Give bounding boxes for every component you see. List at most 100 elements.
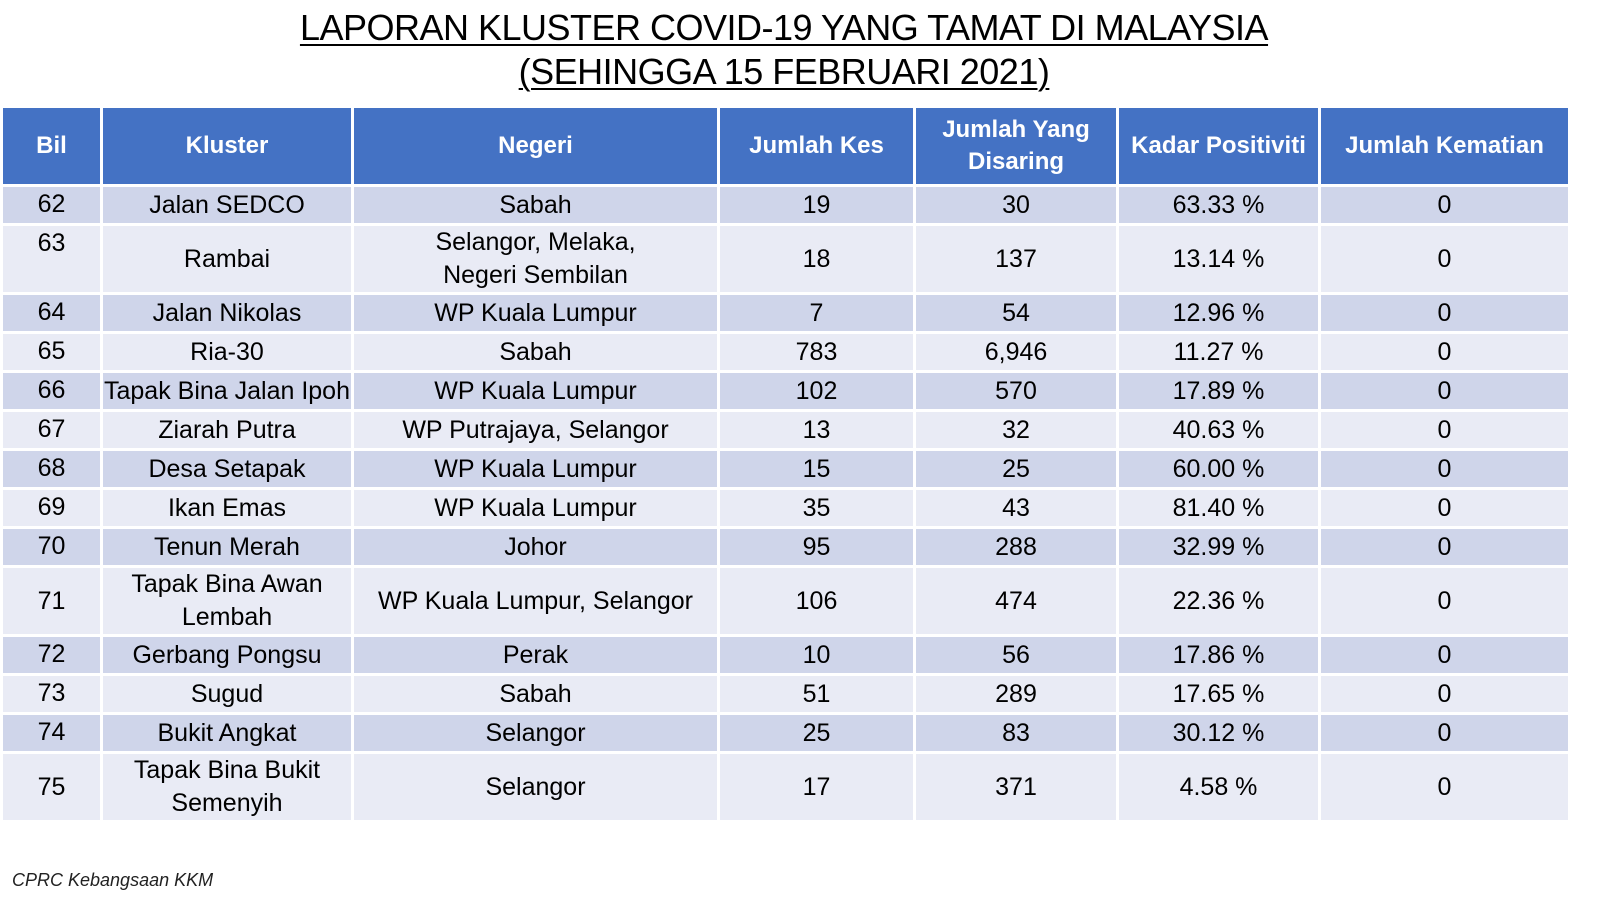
cell-kadar-positiviti: 17.89 % xyxy=(1116,370,1321,412)
cell-jumlah-kes: 95 xyxy=(717,526,916,568)
cell-negeri: Selangor xyxy=(351,751,720,823)
cell-jumlah-kes: 18 xyxy=(717,223,916,295)
cell-kluster: Gerbang Pongsu xyxy=(100,634,354,676)
cell-jumlah-disaring: 570 xyxy=(913,370,1119,412)
cell-jumlah-kematian: 0 xyxy=(1318,370,1571,412)
cell-jumlah-kematian: 0 xyxy=(1318,712,1571,754)
cell-jumlah-kes: 17 xyxy=(717,751,916,823)
table-row: 63 Rambai Selangor, Melaka, Negeri Sembi… xyxy=(0,223,1571,295)
cell-negeri: Sabah xyxy=(351,673,720,715)
cell-jumlah-disaring: 43 xyxy=(913,487,1119,529)
title-line-1: LAPORAN KLUSTER COVID-19 YANG TAMAT DI M… xyxy=(299,7,1269,48)
cell-kluster: Tapak Bina Awan Lembah xyxy=(100,565,354,637)
cell-kluster: Sugud xyxy=(100,673,354,715)
cell-kluster: Tapak Bina Jalan Ipoh xyxy=(100,370,354,412)
cell-kadar-positiviti: 17.65 % xyxy=(1116,673,1321,715)
cell-bil: 62 xyxy=(0,184,103,226)
cell-kadar-positiviti: 4.58 % xyxy=(1116,751,1321,823)
cell-kadar-positiviti: 12.96 % xyxy=(1116,292,1321,334)
table-row: 70 Tenun Merah Johor 95 288 32.99 % 0 xyxy=(0,526,1571,568)
cell-jumlah-kematian: 0 xyxy=(1318,634,1571,676)
cell-jumlah-kes: 19 xyxy=(717,184,916,226)
cluster-table: Bil Kluster Negeri Jumlah Kes Jumlah Yan… xyxy=(0,105,1571,823)
cell-negeri: Selangor xyxy=(351,712,720,754)
cell-bil: 73 xyxy=(0,673,103,715)
cell-kluster: Ria-30 xyxy=(100,331,354,373)
table-row: 73 Sugud Sabah 51 289 17.65 % 0 xyxy=(0,673,1571,715)
cell-kadar-positiviti: 60.00 % xyxy=(1116,448,1321,490)
cell-negeri: WP Kuala Lumpur xyxy=(351,370,720,412)
cell-jumlah-kes: 783 xyxy=(717,331,916,373)
table-row: 69 Ikan Emas WP Kuala Lumpur 35 43 81.40… xyxy=(0,487,1571,529)
cell-kluster: Desa Setapak xyxy=(100,448,354,490)
cell-jumlah-kematian: 0 xyxy=(1318,487,1571,529)
source-footer: CPRC Kebangsaan KKM xyxy=(12,870,214,890)
cell-jumlah-disaring: 289 xyxy=(913,673,1119,715)
table-row: 66 Tapak Bina Jalan Ipoh WP Kuala Lumpur… xyxy=(0,370,1571,412)
cell-jumlah-kes: 25 xyxy=(717,712,916,754)
table-row: 72 Gerbang Pongsu Perak 10 56 17.86 % 0 xyxy=(0,634,1571,676)
cell-jumlah-kes: 106 xyxy=(717,565,916,637)
cell-kadar-positiviti: 63.33 % xyxy=(1116,184,1321,226)
cell-jumlah-disaring: 371 xyxy=(913,751,1119,823)
cell-jumlah-kematian: 0 xyxy=(1318,526,1571,568)
cell-jumlah-disaring: 474 xyxy=(913,565,1119,637)
cell-jumlah-disaring: 30 xyxy=(913,184,1119,226)
cell-kadar-positiviti: 81.40 % xyxy=(1116,487,1321,529)
cell-jumlah-kes: 7 xyxy=(717,292,916,334)
cell-negeri: WP Putrajaya, Selangor xyxy=(351,409,720,451)
title-line-2: (SEHINGGA 15 FEBRUARI 2021) xyxy=(518,51,1050,92)
cell-bil: 70 xyxy=(0,526,103,568)
cell-bil: 71 xyxy=(0,565,103,637)
header-jumlah-kes: Jumlah Kes xyxy=(717,105,916,187)
cell-jumlah-disaring: 54 xyxy=(913,292,1119,334)
table-row: 74 Bukit Angkat Selangor 25 83 30.12 % 0 xyxy=(0,712,1571,754)
cell-kluster: Rambai xyxy=(100,223,354,295)
cell-jumlah-kematian: 0 xyxy=(1318,751,1571,823)
cell-kluster: Tenun Merah xyxy=(100,526,354,568)
cell-jumlah-disaring: 56 xyxy=(913,634,1119,676)
table-row: 62 Jalan SEDCO Sabah 19 30 63.33 % 0 xyxy=(0,184,1571,226)
cell-jumlah-kematian: 0 xyxy=(1318,448,1571,490)
table-row: 67 Ziarah Putra WP Putrajaya, Selangor 1… xyxy=(0,409,1571,451)
cell-jumlah-kes: 51 xyxy=(717,673,916,715)
cell-kadar-positiviti: 22.36 % xyxy=(1116,565,1321,637)
report-title: LAPORAN KLUSTER COVID-19 YANG TAMAT DI M… xyxy=(0,6,1568,94)
cell-kadar-positiviti: 11.27 % xyxy=(1116,331,1321,373)
cell-bil: 68 xyxy=(0,448,103,490)
header-kluster: Kluster xyxy=(100,105,354,187)
cell-negeri: WP Kuala Lumpur xyxy=(351,292,720,334)
cell-kadar-positiviti: 17.86 % xyxy=(1116,634,1321,676)
cell-jumlah-kematian: 0 xyxy=(1318,565,1571,637)
cell-jumlah-disaring: 137 xyxy=(913,223,1119,295)
cell-bil: 63 xyxy=(0,223,103,295)
cell-jumlah-disaring: 83 xyxy=(913,712,1119,754)
cell-kluster: Tapak Bina Bukit Semenyih xyxy=(100,751,354,823)
cell-jumlah-disaring: 6,946 xyxy=(913,331,1119,373)
cell-kluster: Ikan Emas xyxy=(100,487,354,529)
cell-kadar-positiviti: 40.63 % xyxy=(1116,409,1321,451)
cell-jumlah-kematian: 0 xyxy=(1318,673,1571,715)
cell-jumlah-kematian: 0 xyxy=(1318,409,1571,451)
cell-bil: 67 xyxy=(0,409,103,451)
cell-negeri: Sabah xyxy=(351,331,720,373)
cell-negeri: WP Kuala Lumpur xyxy=(351,448,720,490)
cell-negeri: Selangor, Melaka, Negeri Sembilan xyxy=(351,223,720,295)
cell-bil: 74 xyxy=(0,712,103,754)
cell-jumlah-disaring: 32 xyxy=(913,409,1119,451)
cell-jumlah-kes: 35 xyxy=(717,487,916,529)
cell-jumlah-kematian: 0 xyxy=(1318,223,1571,295)
table-row: 71 Tapak Bina Awan Lembah WP Kuala Lumpu… xyxy=(0,565,1571,637)
cell-negeri: Sabah xyxy=(351,184,720,226)
table-row: 65 Ria-30 Sabah 783 6,946 11.27 % 0 xyxy=(0,331,1571,373)
cell-negeri: WP Kuala Lumpur xyxy=(351,487,720,529)
cell-bil: 69 xyxy=(0,487,103,529)
table-row: 64 Jalan Nikolas WP Kuala Lumpur 7 54 12… xyxy=(0,292,1571,334)
cell-jumlah-disaring: 25 xyxy=(913,448,1119,490)
cell-kadar-positiviti: 32.99 % xyxy=(1116,526,1321,568)
cell-jumlah-kematian: 0 xyxy=(1318,331,1571,373)
cell-bil: 72 xyxy=(0,634,103,676)
cell-kadar-positiviti: 13.14 % xyxy=(1116,223,1321,295)
cell-kluster: Jalan Nikolas xyxy=(100,292,354,334)
cell-jumlah-kes: 13 xyxy=(717,409,916,451)
